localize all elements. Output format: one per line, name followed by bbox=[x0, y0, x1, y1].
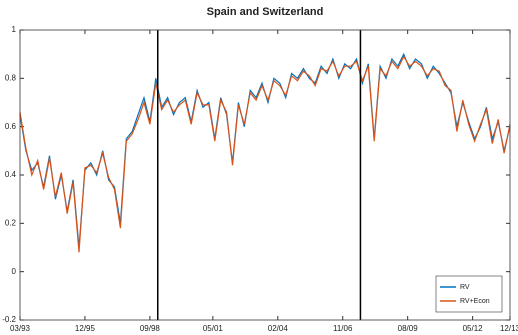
legend: RV RV+Econ bbox=[435, 275, 503, 313]
legend-label: RV+Econ bbox=[460, 298, 490, 305]
x-tick-label: 02/04 bbox=[268, 324, 289, 333]
x-tick-label: 05/12 bbox=[463, 324, 484, 333]
y-tick-label: 1 bbox=[12, 25, 17, 34]
plot-frame bbox=[19, 29, 511, 321]
y-tick-label: 0.4 bbox=[5, 170, 17, 179]
x-tick-label: 11/06 bbox=[333, 324, 353, 333]
legend-box bbox=[435, 275, 503, 313]
series-line bbox=[19, 52, 511, 248]
y-tick-label: 0 bbox=[12, 267, 17, 276]
x-tick-label: 12/13 bbox=[500, 324, 518, 333]
x-tick-label: 09/98 bbox=[140, 324, 161, 333]
series-line bbox=[19, 55, 511, 253]
y-tick-label: 0.2 bbox=[5, 218, 17, 227]
x-tick-label: 12/95 bbox=[75, 324, 96, 333]
x-tick-label: 05/01 bbox=[203, 324, 224, 333]
y-tick-label: -0.2 bbox=[2, 315, 16, 324]
legend-label: RV bbox=[460, 284, 470, 291]
chart-title: Spain and Switzerland bbox=[207, 6, 324, 18]
x-tick-label: 03/93 bbox=[10, 324, 31, 333]
y-tick-label: 0.8 bbox=[5, 73, 17, 82]
x-tick-label: 08/09 bbox=[398, 324, 419, 333]
y-tick-label: 0.6 bbox=[5, 122, 17, 131]
